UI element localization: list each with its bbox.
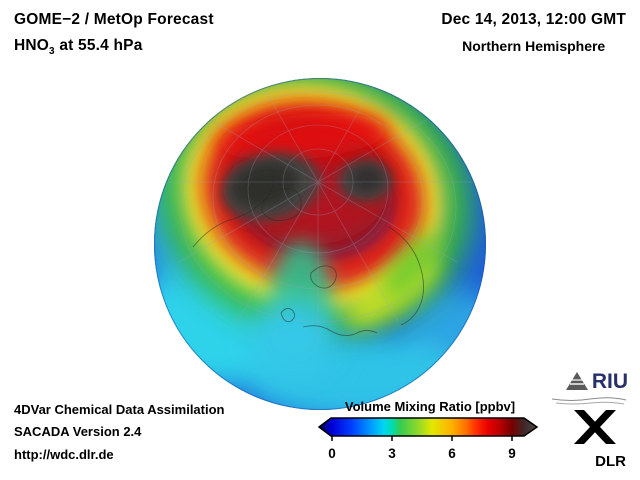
colorbar-gradient (318, 417, 539, 437)
variable-label: HNO3 at 55.4 hPa (14, 37, 214, 57)
tick-9: 9 (508, 446, 516, 461)
variable-subscript: 3 (49, 46, 55, 58)
header-right: Dec 14, 2013, 12:00 GMT Northern Hemisph… (441, 11, 626, 54)
dlr-wings-icon (574, 410, 616, 444)
page-title: GOME−2 / MetOp Forecast (14, 11, 214, 28)
tick-0: 0 (328, 446, 336, 461)
globe-rim (154, 78, 486, 410)
colorbar-tick-labels: 0 3 6 9 (322, 446, 538, 462)
colorbar-title: Volume Mixing Ratio [ppbv] (344, 399, 516, 414)
url-label: http://wdc.dlr.de (14, 447, 114, 462)
field-spiral-tail (248, 232, 440, 377)
header-left: GOME−2 / MetOp Forecast HNO3 at 55.4 hPa (14, 11, 214, 57)
dlr-logo: DLR (556, 406, 626, 470)
variable-level: at 55.4 hPa (54, 37, 143, 54)
version-label: SACADA Version 2.4 (14, 424, 142, 439)
datetime-label: Dec 14, 2013, 12:00 GMT (441, 11, 626, 28)
tick-6: 6 (448, 446, 456, 461)
hemisphere-label: Northern Hemisphere (462, 38, 606, 54)
tick-3: 3 (388, 446, 396, 461)
riu-logo-text: RIU (591, 370, 628, 393)
field-offscale-core (221, 153, 392, 221)
riu-mountain-icon (565, 372, 588, 390)
colorbar-tick-marks (331, 436, 513, 441)
dlr-logo-text: DLR (595, 453, 626, 470)
colorbar (318, 417, 539, 441)
globe-map (154, 78, 486, 410)
variable-name: HNO (14, 37, 50, 54)
coastlines (192, 172, 424, 336)
riu-wave-lines (551, 397, 627, 405)
field-red-top (218, 113, 388, 161)
assimilation-label: 4DVar Chemical Data Assimilation (14, 402, 225, 417)
riu-logo: RIU (546, 370, 628, 410)
